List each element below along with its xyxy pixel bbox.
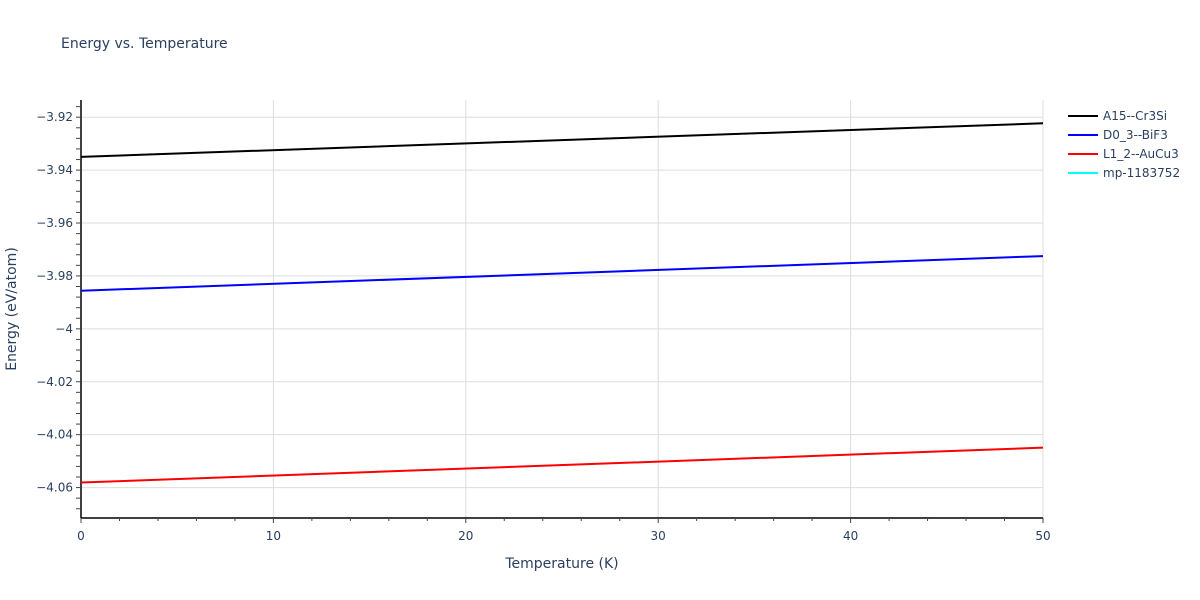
legend-item[interactable]: mp-1183752: [1068, 163, 1180, 182]
x-tick-label: 20: [458, 529, 473, 543]
x-tick-label: 40: [843, 529, 858, 543]
legend-swatch-icon: [1068, 171, 1098, 174]
legend: A15--Cr3Si D0_3--BiF3 L1_2--AuCu3 mp-118375…: [1068, 106, 1180, 182]
y-tick-label: −4.06: [36, 481, 73, 495]
y-tick-label: −4.02: [36, 375, 73, 389]
series-line: [80, 122, 1044, 158]
x-tick-label: 0: [77, 529, 85, 543]
legend-label: mp-1183752: [1103, 165, 1181, 180]
legend-swatch-icon: [1068, 114, 1098, 117]
x-axis-title: Temperature (K): [504, 556, 618, 572]
y-tick-label: −3.94: [36, 163, 73, 177]
y-tick-label: −3.92: [36, 110, 73, 124]
legend-label: D0_3--BiF3: [1103, 127, 1168, 142]
legend-label: L1_2--AuCu3: [1103, 146, 1179, 161]
y-tick-label: −3.98: [36, 269, 73, 283]
legend-item[interactable]: L1_2--AuCu3: [1068, 144, 1180, 163]
legend-label: A15--Cr3Si: [1103, 108, 1168, 123]
series-line: [80, 255, 1044, 292]
series-line: [80, 446, 1044, 484]
legend-item[interactable]: D0_3--BiF3: [1068, 125, 1180, 144]
x-tick-label: 10: [266, 529, 281, 543]
legend-swatch-icon: [1068, 152, 1098, 155]
y-axis-title: Energy (eV/atom): [4, 247, 20, 371]
y-tick-label: −4: [55, 322, 73, 336]
legend-swatch-icon: [1068, 133, 1098, 136]
y-tick-label: −3.96: [36, 216, 73, 230]
chart-title: Energy vs. Temperature: [61, 36, 228, 52]
x-tick-label: 50: [1035, 529, 1050, 543]
legend-item[interactable]: A15--Cr3Si: [1068, 106, 1180, 125]
x-tick-label: 30: [651, 529, 666, 543]
y-tick-label: −4.04: [36, 428, 73, 442]
